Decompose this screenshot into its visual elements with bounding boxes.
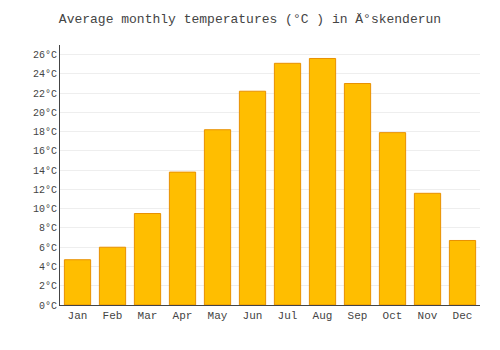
svg-text:Sep: Sep xyxy=(348,310,368,322)
svg-text:14°C: 14°C xyxy=(33,166,57,177)
svg-text:Oct: Oct xyxy=(383,310,403,322)
svg-text:4°C: 4°C xyxy=(39,262,57,273)
svg-text:12°C: 12°C xyxy=(33,185,57,196)
svg-text:Average monthly temperatures (: Average monthly temperatures (°C ) in Ä°… xyxy=(59,12,441,27)
svg-text:Jan: Jan xyxy=(68,310,88,322)
svg-text:20°C: 20°C xyxy=(33,108,57,119)
svg-text:8°C: 8°C xyxy=(39,223,57,234)
svg-text:Mar: Mar xyxy=(138,310,158,322)
svg-text:Aug: Aug xyxy=(313,310,333,322)
svg-text:2°C: 2°C xyxy=(39,281,57,292)
svg-text:Jul: Jul xyxy=(278,310,298,322)
svg-text:Feb: Feb xyxy=(103,310,123,322)
svg-text:26°C: 26°C xyxy=(33,50,57,61)
svg-text:6°C: 6°C xyxy=(39,243,57,254)
svg-text:0°C: 0°C xyxy=(39,301,57,312)
svg-text:10°C: 10°C xyxy=(33,204,57,215)
svg-text:May: May xyxy=(208,310,228,322)
svg-text:Jun: Jun xyxy=(243,310,263,322)
svg-text:Apr: Apr xyxy=(173,310,193,322)
svg-text:16°C: 16°C xyxy=(33,146,57,157)
svg-text:Nov: Nov xyxy=(418,310,438,322)
svg-text:22°C: 22°C xyxy=(33,89,57,100)
svg-text:Dec: Dec xyxy=(453,310,473,322)
svg-text:18°C: 18°C xyxy=(33,127,57,138)
svg-text:24°C: 24°C xyxy=(33,69,57,80)
